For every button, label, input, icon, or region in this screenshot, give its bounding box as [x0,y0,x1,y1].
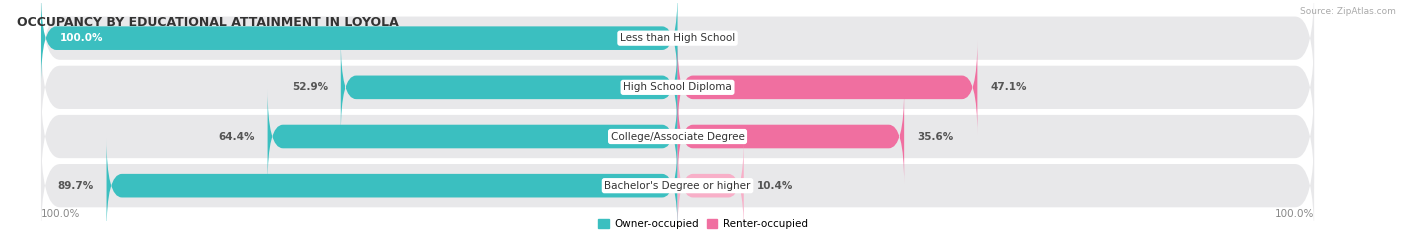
Text: 52.9%: 52.9% [292,82,328,92]
Text: 100.0%: 100.0% [41,209,80,219]
FancyBboxPatch shape [678,89,904,184]
Text: 64.4%: 64.4% [218,131,254,141]
Text: OCCUPANCY BY EDUCATIONAL ATTAINMENT IN LOYOLA: OCCUPANCY BY EDUCATIONAL ATTAINMENT IN L… [17,16,399,29]
Text: Bachelor's Degree or higher: Bachelor's Degree or higher [605,181,751,191]
Text: 89.7%: 89.7% [58,181,94,191]
Text: 35.6%: 35.6% [917,131,953,141]
Text: 10.4%: 10.4% [756,181,793,191]
FancyBboxPatch shape [41,134,1315,233]
FancyBboxPatch shape [678,40,977,134]
FancyBboxPatch shape [41,84,1315,189]
Text: Less than High School: Less than High School [620,33,735,43]
FancyBboxPatch shape [678,138,744,233]
Text: High School Diploma: High School Diploma [623,82,733,92]
Text: College/Associate Degree: College/Associate Degree [610,131,744,141]
Text: 100.0%: 100.0% [1275,209,1315,219]
Text: 0.0%: 0.0% [690,33,720,43]
Text: 100.0%: 100.0% [60,33,104,43]
FancyBboxPatch shape [41,35,1315,140]
FancyBboxPatch shape [107,138,678,233]
Legend: Owner-occupied, Renter-occupied: Owner-occupied, Renter-occupied [595,215,811,233]
Text: Source: ZipAtlas.com: Source: ZipAtlas.com [1301,7,1396,16]
FancyBboxPatch shape [41,0,678,85]
FancyBboxPatch shape [267,89,678,184]
Text: 47.1%: 47.1% [990,82,1026,92]
FancyBboxPatch shape [41,0,1315,90]
FancyBboxPatch shape [340,40,678,134]
